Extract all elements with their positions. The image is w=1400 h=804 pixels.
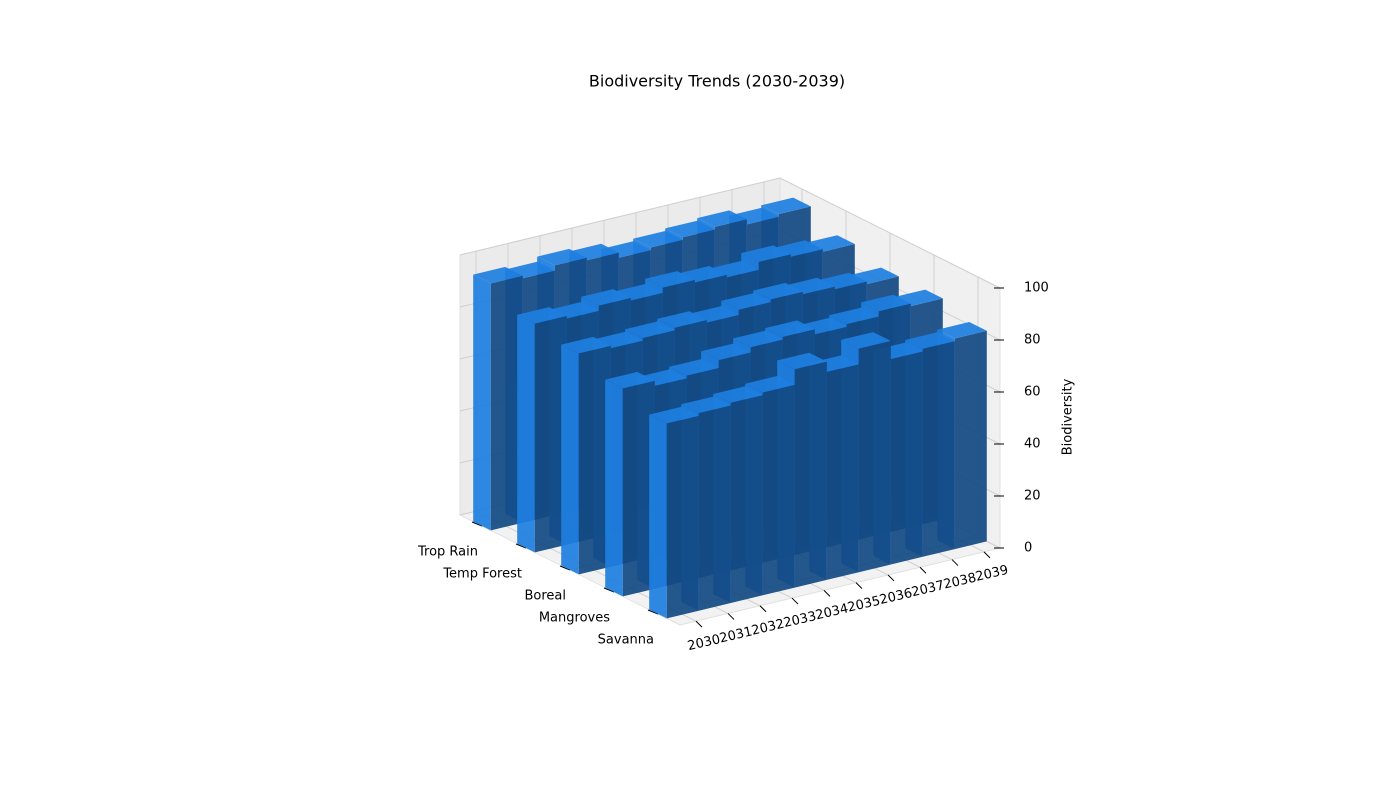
bar-top-face bbox=[581, 289, 631, 306]
bar-top-face bbox=[645, 271, 695, 288]
bar-front-face bbox=[794, 361, 827, 588]
y-tick bbox=[471, 521, 483, 527]
bar-top-face bbox=[905, 332, 955, 349]
chart-title: Biodiversity Trends (2030-2039) bbox=[589, 72, 845, 91]
bar-top-face bbox=[753, 282, 803, 300]
x-tick bbox=[727, 613, 735, 620]
bar-front-face bbox=[858, 340, 891, 573]
x-tick-label: 2038 bbox=[942, 571, 978, 593]
bar-left-face bbox=[649, 414, 667, 619]
x-tick-label: 2034 bbox=[814, 601, 850, 623]
z-tick-label: 80 bbox=[1024, 333, 1041, 348]
x-tick bbox=[951, 559, 959, 566]
bar-top-face bbox=[741, 245, 791, 262]
y-tick bbox=[559, 565, 571, 571]
z-axis-label: Biodiversity bbox=[1061, 378, 1076, 455]
x-tick bbox=[823, 589, 831, 597]
bar-top-face bbox=[841, 332, 891, 349]
x-tick-label: 2030 bbox=[686, 632, 722, 654]
bar-top-face bbox=[561, 336, 611, 354]
x-tick-label: 2032 bbox=[750, 617, 786, 639]
bar-left-face bbox=[605, 379, 623, 597]
grid-line bbox=[459, 177, 1001, 289]
x-tick bbox=[791, 597, 799, 605]
bar bbox=[649, 406, 699, 619]
bar-front-face bbox=[922, 341, 955, 557]
bar-front-face bbox=[730, 395, 763, 603]
y-tick-label: Mangroves bbox=[539, 611, 610, 626]
bar-top-face bbox=[625, 321, 675, 338]
bar-front-face bbox=[826, 364, 859, 580]
x-tick bbox=[919, 566, 927, 574]
x-tick bbox=[759, 605, 767, 613]
bar-top-face bbox=[669, 359, 719, 376]
y-tick bbox=[647, 609, 659, 615]
z-tick-label: 0 bbox=[1024, 541, 1032, 556]
bar-front-face bbox=[534, 315, 567, 553]
y-tick-label: Trop Rain bbox=[417, 545, 478, 560]
x-tick-label: 2037 bbox=[910, 578, 946, 600]
bar-front-face bbox=[954, 330, 987, 550]
bar-front-face bbox=[578, 345, 611, 575]
x-tick-label: 2039 bbox=[974, 563, 1010, 585]
bar-front-face bbox=[698, 405, 731, 611]
bar-top-face bbox=[745, 376, 795, 393]
x-tick-label: 2036 bbox=[878, 586, 914, 608]
bar-top-face bbox=[829, 307, 879, 325]
bar-top-face bbox=[517, 307, 567, 324]
bar-top-face bbox=[649, 406, 699, 424]
bar bbox=[473, 266, 523, 531]
bar-top-face bbox=[777, 352, 827, 370]
bar-front-face bbox=[622, 380, 655, 597]
bar-top-face bbox=[937, 322, 987, 339]
x-tick bbox=[887, 574, 895, 582]
bar-top-face bbox=[605, 371, 655, 389]
y-tick bbox=[515, 543, 527, 549]
z-tick-label: 20 bbox=[1024, 489, 1041, 504]
bar-top-face bbox=[721, 293, 771, 310]
y-tick-label: Temp Forest bbox=[442, 567, 522, 582]
bar bbox=[517, 307, 567, 553]
bar-top-face bbox=[473, 266, 523, 284]
bar-top-face bbox=[765, 320, 815, 337]
bar-top-face bbox=[697, 210, 747, 227]
bar-top-face bbox=[713, 386, 763, 403]
bar-top-face bbox=[681, 396, 731, 414]
x-tick bbox=[695, 620, 703, 628]
y-tick bbox=[603, 587, 615, 593]
x-tick bbox=[855, 582, 863, 590]
z-tick-label: 60 bbox=[1024, 385, 1041, 400]
bar-top-face bbox=[657, 311, 707, 328]
bar-top-face bbox=[733, 330, 783, 348]
y-tick-label: Boreal bbox=[524, 589, 566, 604]
bar-top-face bbox=[701, 343, 751, 361]
bar-front-face bbox=[490, 275, 523, 531]
bar-top-face bbox=[861, 294, 911, 312]
bar-top-face bbox=[537, 248, 587, 266]
y-tick-label: Savanna bbox=[598, 633, 654, 648]
bar-top-face bbox=[665, 220, 715, 238]
x-tick-label: 2033 bbox=[782, 609, 818, 631]
bar-front-face bbox=[762, 384, 795, 596]
bar-left-face bbox=[473, 274, 491, 531]
bar-front-face bbox=[890, 351, 923, 565]
bar-top-face bbox=[761, 197, 811, 215]
bar bbox=[561, 336, 611, 575]
x-tick-label: 2035 bbox=[846, 594, 882, 616]
x-tick bbox=[983, 551, 991, 559]
bar bbox=[605, 371, 655, 597]
bar-top-face bbox=[633, 231, 683, 248]
bar-left-face bbox=[561, 344, 579, 575]
bar-left-face bbox=[517, 314, 535, 553]
z-tick-label: 40 bbox=[1024, 437, 1041, 452]
z-tick-label: 100 bbox=[1024, 281, 1049, 296]
x-tick-label: 2031 bbox=[718, 624, 754, 646]
bar-front-face bbox=[666, 415, 699, 619]
